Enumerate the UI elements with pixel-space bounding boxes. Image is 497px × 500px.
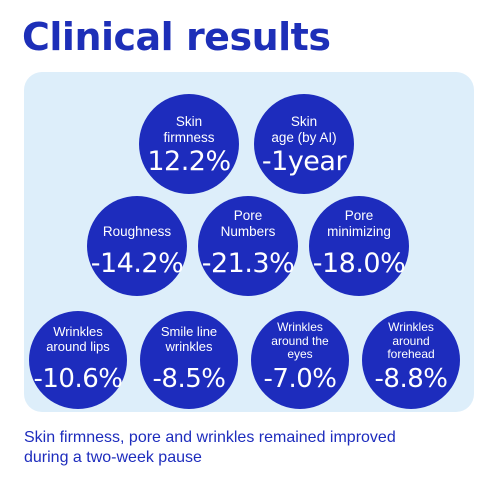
result-label: Wrinkles around the eyes xyxy=(271,320,329,361)
result-circle-wrinkles-forehead: Wrinkles around forehead -8.8% xyxy=(362,311,460,409)
result-value: -21.3% xyxy=(201,248,295,279)
result-label: Skin firmness xyxy=(163,114,215,145)
result-circle-wrinkles-lips: Wrinkles around lips -10.6% xyxy=(29,311,127,409)
result-label: Pore minimizing xyxy=(327,208,391,239)
result-circle-smile-line: Smile line wrinkles -8.5% xyxy=(140,311,238,409)
result-label: Wrinkles around forehead xyxy=(387,320,435,361)
result-value: -8.5% xyxy=(152,364,226,394)
page-title: Clinical results xyxy=(22,15,331,59)
result-label: Smile line wrinkles xyxy=(160,324,218,354)
result-circle-pore-numbers: Pore Numbers -21.3% xyxy=(198,196,298,296)
result-value: -14.2% xyxy=(90,248,184,279)
result-label: Roughness xyxy=(102,224,172,239)
result-circle-skin-firmness: Skin firmness 12.2% xyxy=(139,94,239,194)
footer-line: during a two-week pause xyxy=(24,449,202,466)
footer-note: Skin firmness, pore and wrinkles remaine… xyxy=(24,428,484,468)
result-label: Pore Numbers xyxy=(220,208,276,239)
result-value: -1year xyxy=(261,146,347,177)
result-circle-wrinkles-eyes: Wrinkles around the eyes -7.0% xyxy=(251,311,349,409)
result-label: Skin age (by AI) xyxy=(271,114,337,145)
result-value: -8.8% xyxy=(374,364,448,394)
result-value: 12.2% xyxy=(147,146,231,177)
footer-line: Skin firmness, pore and wrinkles remaine… xyxy=(24,429,396,446)
result-circle-pore-minimizing: Pore minimizing -18.0% xyxy=(309,196,409,296)
result-value: -10.6% xyxy=(33,364,123,394)
result-label: Wrinkles around lips xyxy=(46,324,110,354)
result-value: -18.0% xyxy=(312,248,406,279)
result-circle-skin-age: Skin age (by AI) -1year xyxy=(254,94,354,194)
result-circle-roughness: Roughness -14.2% xyxy=(87,196,187,296)
result-value: -7.0% xyxy=(263,364,337,394)
